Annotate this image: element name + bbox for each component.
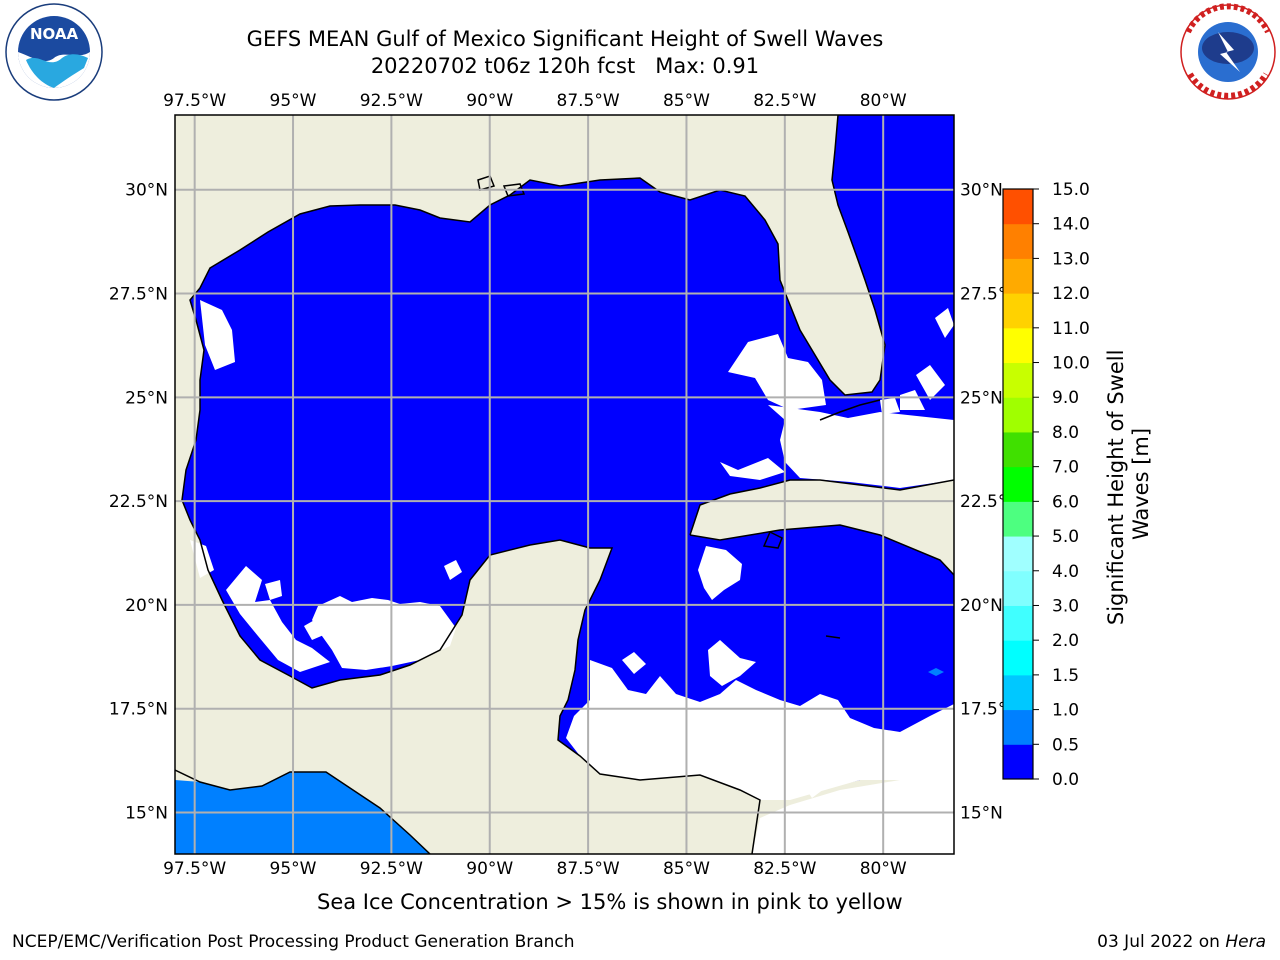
lat-tick-label-left: 17.5°N (109, 700, 168, 720)
lon-tick-label-top: 82.5°W (753, 91, 816, 111)
lat-tick-label-left: 25°N (125, 388, 168, 408)
colorbar-label: Significant Height of Swell Waves [m] (1104, 343, 1153, 625)
lon-tick-label-top: 95°W (270, 91, 317, 111)
footer-host: Hera (1225, 932, 1266, 952)
colorbar-tick-label: 1.5 (1052, 666, 1079, 686)
lon-tick-label-top: 97.5°W (163, 91, 226, 111)
colorbar-tick-label: 14.0 (1052, 215, 1090, 235)
colorbar-segment (1003, 362, 1033, 398)
colorbar-segment (1003, 397, 1033, 433)
footer-date-text: 03 Jul 2022 on (1097, 932, 1226, 952)
colorbar-tick-label: 0.5 (1052, 735, 1079, 755)
colorbar-tick-label: 1.0 (1052, 701, 1079, 721)
colorbar-tick-label: 7.0 (1052, 458, 1079, 478)
lat-tick-label-left: 27.5°N (109, 285, 168, 305)
lon-tick-label-top: 85°W (663, 91, 710, 111)
small-swell-patch (928, 668, 944, 676)
colorbar-segment (1003, 605, 1033, 641)
chart-title: GEFS MEAN Gulf of Mexico Significant Hei… (246, 27, 884, 51)
colorbar-segment (1003, 466, 1033, 502)
footer-date: 03 Jul 2022 on Hera (1097, 932, 1266, 952)
colorbar-segment (1003, 744, 1033, 780)
lon-ticks-top: 97.5°W 95°W 92.5°W 90°W 87.5°W 85°W 82.5°W 80°W (163, 91, 907, 111)
colorbar-segment (1003, 223, 1033, 259)
colorbar-segment (1003, 640, 1033, 676)
lon-tick-label-bottom: 90°W (466, 859, 513, 879)
colorbar-tick-label: 2.0 (1052, 631, 1079, 651)
lat-tick-label-right: 15°N (960, 803, 1003, 823)
colorbar-segment (1003, 189, 1033, 225)
lat-tick-label-right: 25°N (960, 388, 1003, 408)
colorbar-tick-label: 10.0 (1052, 354, 1090, 374)
colorbar-frame (1002, 188, 1034, 780)
colorbar-tick-label: 13.0 (1052, 249, 1090, 269)
nws-logo-icon (1180, 3, 1276, 100)
lat-ticks-left: 30°N 27.5°N 25°N 22.5°N 20°N 17.5°N 15°N (109, 181, 168, 824)
lon-tick-label-bottom: 95°W (270, 859, 317, 879)
colorbar-tick-label: 11.0 (1052, 319, 1090, 339)
lon-tick-label-bottom: 97.5°W (163, 859, 226, 879)
noaa-logo-text: NOAA (30, 25, 79, 43)
colorbar-segment (1003, 501, 1033, 537)
lon-tick-label-bottom: 80°W (860, 859, 907, 879)
lon-tick-label-bottom: 82.5°W (753, 859, 816, 879)
lat-tick-label-right: 30°N (960, 181, 1003, 201)
caribbean-white-area (752, 780, 954, 854)
colorbar-tick-label: 4.0 (1052, 562, 1079, 582)
lon-tick-label-top: 80°W (860, 91, 907, 111)
footer-credit: NCEP/EMC/Verification Post Processing Pr… (12, 932, 575, 952)
colorbar-segment (1003, 327, 1033, 364)
colorbar-segment (1003, 258, 1033, 294)
colorbar-tick-label: 6.0 (1052, 492, 1079, 512)
grid-lines (175, 115, 954, 854)
colorbar-segment (1003, 293, 1033, 329)
colorbar-segment (1003, 570, 1033, 606)
colorbar-segment (1003, 674, 1033, 711)
map-area (175, 115, 954, 854)
map-frame (174, 114, 955, 855)
colorbar-tick-label: 12.0 (1052, 284, 1090, 304)
lon-tick-label-bottom: 87.5°W (557, 859, 620, 879)
caption: Sea Ice Concentration > 15% is shown in … (317, 890, 903, 914)
colorbar-tick-label: 9.0 (1052, 388, 1079, 408)
lat-tick-label-left: 30°N (125, 181, 168, 201)
noaa-logo-icon: NOAA (5, 3, 103, 101)
lon-tick-label-top: 92.5°W (360, 91, 423, 111)
chart-subtitle: 20220702 t06z 120h fcst Max: 0.91 (370, 54, 760, 78)
colorbar: 0.0 0.5 1.0 1.5 2.0 3.0 4.0 5.0 6.0 7.0 8.0 9.0 10.0… (1002, 180, 1090, 790)
lon-ticks-bottom: 97.5°W 95°W 92.5°W 90°W 87.5°W 85°W 82.5°W 80°W (163, 859, 907, 879)
lon-tick-label-top: 90°W (466, 91, 513, 111)
lat-tick-label-left: 15°N (125, 803, 168, 823)
colorbar-segment (1003, 431, 1033, 468)
colorbar-tick-label: 15.0 (1052, 180, 1090, 200)
colorbar-segment (1003, 709, 1033, 745)
lon-tick-label-bottom: 85°W (663, 859, 710, 879)
colorbar-tick-label: 5.0 (1052, 527, 1079, 547)
lat-tick-label-left: 20°N (125, 596, 168, 616)
lat-tick-label-left: 22.5°N (109, 492, 168, 512)
lon-tick-label-bottom: 92.5°W (360, 859, 423, 879)
colorbar-tick-label: 0.0 (1052, 770, 1079, 790)
colorbar-segment (1003, 536, 1033, 572)
lon-tick-label-top: 87.5°W (557, 91, 620, 111)
lat-tick-label-right: 20°N (960, 596, 1003, 616)
undefined-cells (190, 300, 954, 800)
colorbar-tick-label: 8.0 (1052, 423, 1079, 443)
colorbar-tick-label: 3.0 (1052, 596, 1079, 616)
